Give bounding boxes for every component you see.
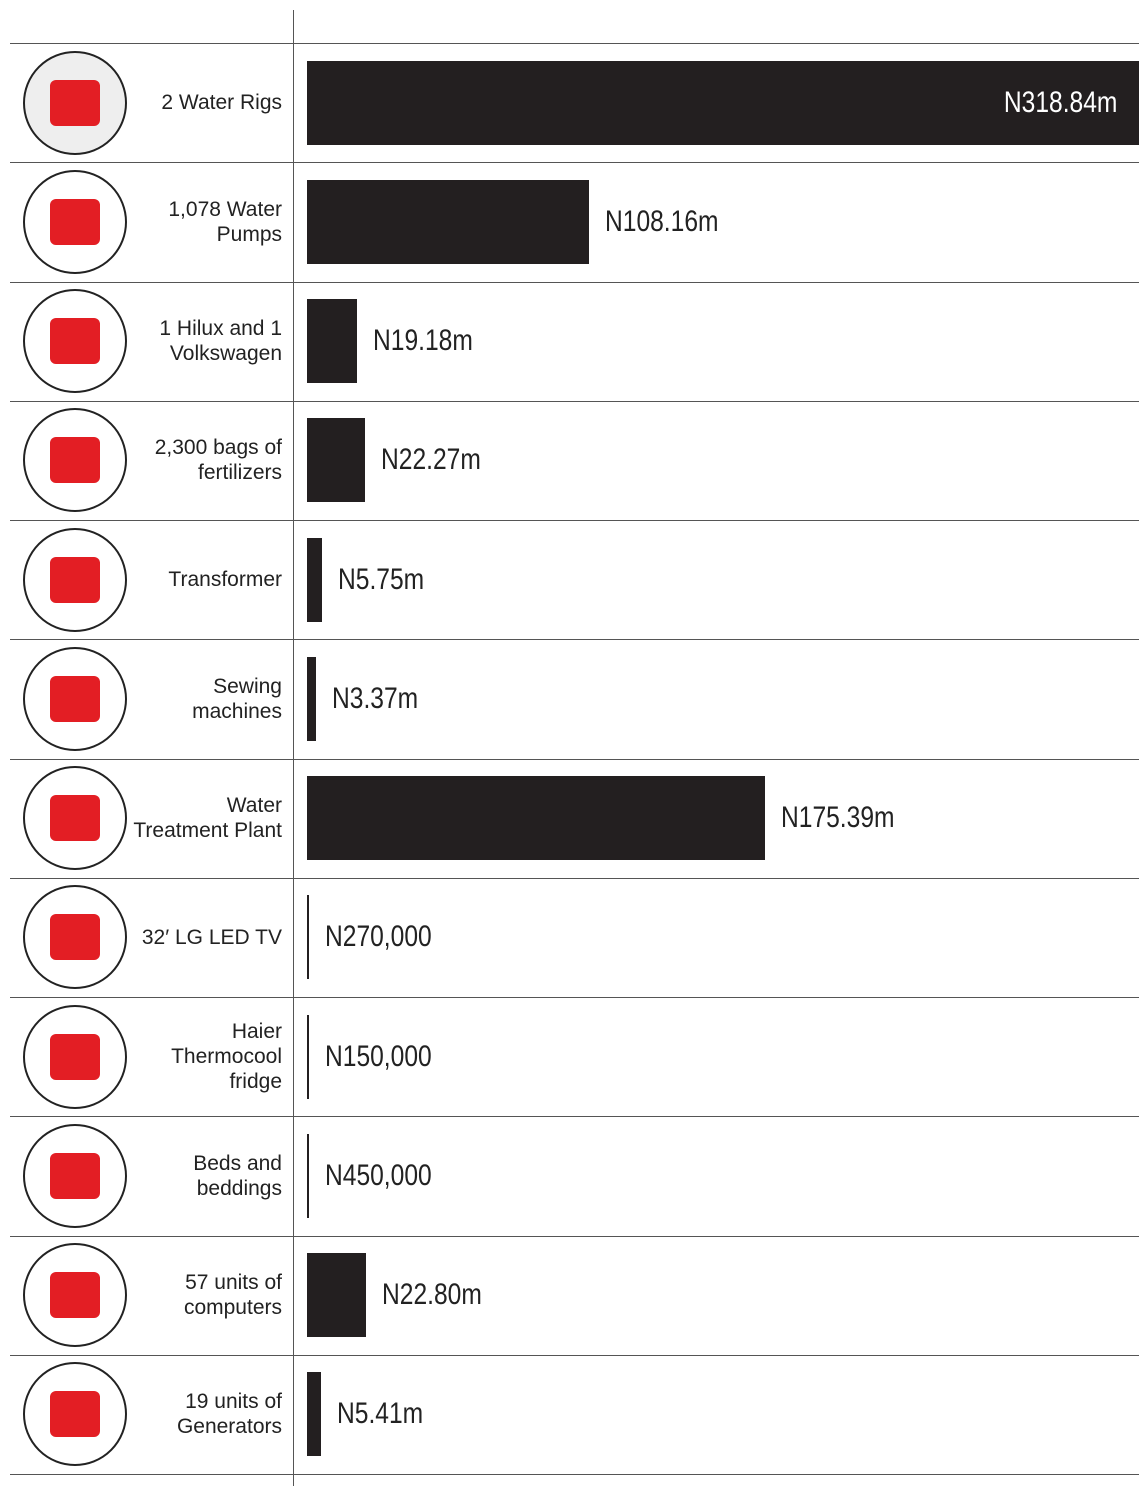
icon	[23, 169, 127, 274]
icon-shape	[50, 795, 100, 842]
bar	[307, 1253, 367, 1338]
row-line	[10, 400, 1139, 402]
icon	[23, 646, 127, 751]
bar	[307, 1014, 309, 1099]
row-line	[10, 639, 1139, 641]
icon-shape	[50, 1272, 100, 1319]
category-label: 32′ LG LED TV	[141, 925, 282, 949]
category-label: 19 units of Generators	[176, 1390, 282, 1439]
row-line	[10, 877, 1139, 879]
value-label: N270,000	[325, 920, 432, 954]
category-label: Water Treatment Plant	[133, 794, 282, 843]
icon	[23, 766, 127, 871]
value-label: N175.39m	[780, 801, 895, 835]
bar	[307, 179, 590, 264]
category-label: 1,078 Water Pumps	[168, 197, 282, 246]
value-label: N108.16m	[605, 204, 719, 238]
row-line	[10, 1235, 1139, 1237]
icon	[23, 1243, 127, 1348]
icon	[23, 885, 127, 990]
row-line	[10, 281, 1139, 283]
icon-shape	[50, 1391, 100, 1438]
value-label: N22.27m	[381, 443, 481, 477]
category-label: Beds and beddings	[193, 1151, 282, 1200]
bar	[307, 537, 322, 622]
bar	[307, 1372, 322, 1457]
row-line	[10, 162, 1139, 164]
bar	[307, 418, 366, 503]
icon	[23, 527, 127, 632]
value-label: N3.37m	[331, 681, 418, 715]
bar	[307, 776, 765, 861]
value-label: N22.80m	[382, 1278, 483, 1312]
value-label: N318.84m	[1003, 85, 1117, 119]
value-label: N19.18m	[373, 324, 473, 358]
icon	[23, 1123, 127, 1228]
value-label: N150,000	[325, 1039, 432, 1073]
value-label: N5.75m	[338, 562, 425, 596]
bar	[307, 60, 1139, 145]
icon-shape	[50, 556, 100, 603]
icon	[23, 408, 127, 513]
row-line	[10, 1354, 1139, 1356]
category-label: Sewing machines	[192, 674, 282, 723]
icon-shape	[50, 1033, 100, 1080]
category-label: Transformer	[168, 568, 282, 592]
row-line	[10, 1474, 1139, 1475]
icon	[23, 1004, 127, 1109]
category-label: 2,300 bags of fertilizers	[154, 436, 282, 485]
category-label: 2 Water Rigs	[161, 91, 282, 115]
icon-shape	[50, 675, 100, 722]
row-line	[10, 1116, 1139, 1118]
icon-shape	[50, 198, 100, 245]
bar	[307, 895, 309, 980]
icon-shape	[50, 318, 100, 365]
bar	[307, 1133, 309, 1218]
value-label: N450,000	[325, 1158, 432, 1192]
row-line	[10, 997, 1139, 998]
category-label: Haier Thermocool fridge	[171, 1020, 282, 1094]
row-line	[10, 758, 1139, 760]
category-label: 1 Hilux and 1 Volkswagen	[159, 317, 282, 366]
icon-shape	[50, 914, 100, 961]
row-line	[10, 520, 1139, 521]
icon-shape	[50, 79, 100, 126]
divider	[293, 10, 294, 1486]
bar	[307, 299, 358, 384]
row-line	[10, 43, 1139, 44]
icon	[23, 50, 127, 155]
bar	[307, 656, 316, 741]
value-label: N5.41m	[337, 1397, 424, 1431]
icon-shape	[50, 1152, 100, 1199]
category-label: 57 units of computers	[183, 1271, 282, 1320]
icon	[23, 1362, 127, 1467]
icon-shape	[50, 437, 100, 484]
icon	[23, 289, 127, 394]
